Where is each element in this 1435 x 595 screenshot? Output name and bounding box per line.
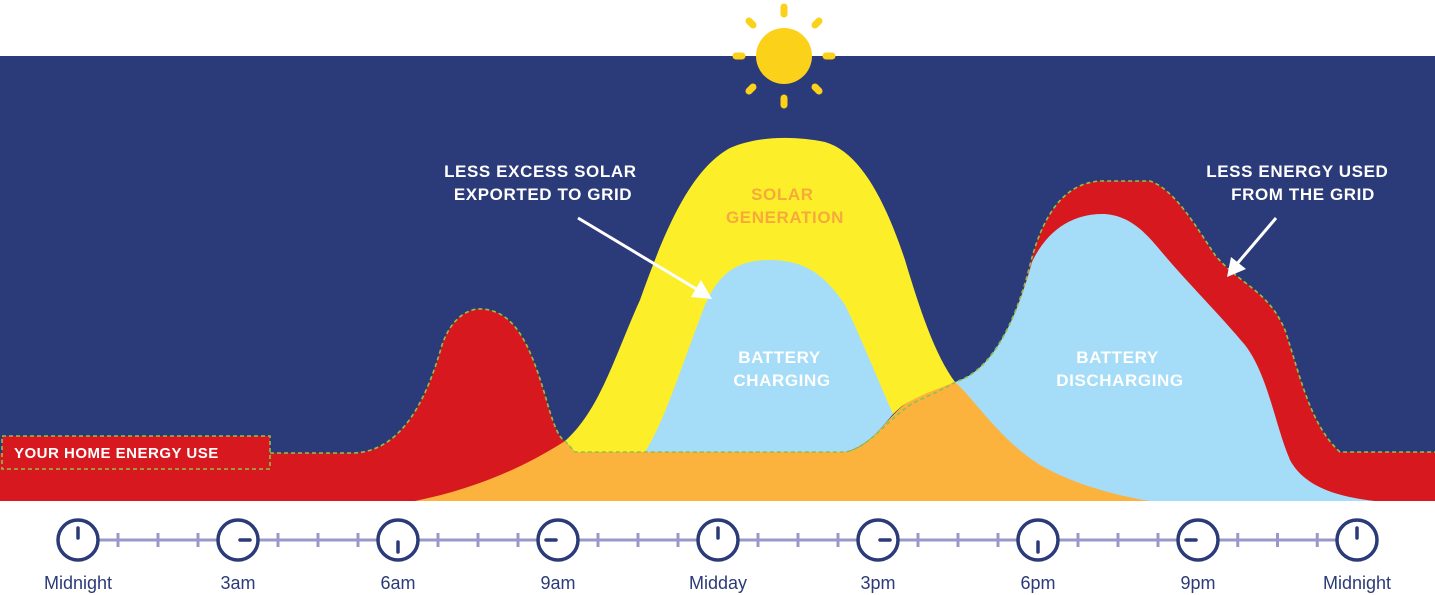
clock-icon — [1176, 518, 1220, 562]
clock-icon — [376, 518, 420, 562]
callout-arrow-solar — [577, 216, 712, 299]
battery-discharging-label: BATTERY DISCHARGING — [1056, 348, 1184, 390]
clock-icon — [56, 518, 100, 562]
time-label: Midday — [689, 573, 747, 593]
time-label: 9am — [540, 573, 575, 593]
less-energy-used-callout: LESS ENERGY USED FROM THE GRID — [1206, 162, 1394, 204]
battery-charging-label: BATTERY CHARGING — [733, 348, 830, 390]
time-label: 3am — [220, 573, 255, 593]
time-label: 6pm — [1020, 573, 1055, 593]
timeline: Midnight 3am 6am 9am Midday 3pm 6pm 9pm Midnight — [44, 518, 1391, 593]
clock-icon — [1016, 518, 1060, 562]
self-consumed-solar-area — [415, 382, 1150, 501]
time-label: 9pm — [1180, 573, 1215, 593]
home-energy-use-outline — [270, 180, 1435, 454]
battery-discharging-area — [955, 213, 1375, 501]
clock-icon — [856, 518, 900, 562]
clock-icon — [696, 518, 740, 562]
home-energy-use-label: YOUR HOME ENERGY USE — [14, 445, 219, 462]
solar-generation-label: SOLAR GENERATION — [726, 185, 844, 227]
home-energy-use-tag: YOUR HOME ENERGY USE — [1, 435, 271, 470]
clock-icon — [536, 518, 580, 562]
timeline-ticks — [116, 533, 1319, 547]
time-label: Midnight — [1323, 573, 1391, 593]
time-label: 6am — [380, 573, 415, 593]
timeline-labels: Midnight 3am 6am 9am Midday 3pm 6pm 9pm Midnight — [44, 573, 1391, 593]
clock-icon — [1335, 518, 1379, 562]
callout-arrow-grid — [1227, 217, 1278, 277]
time-label: 3pm — [860, 573, 895, 593]
clock-icon — [216, 518, 260, 562]
battery-charging-area — [645, 260, 893, 452]
sun-icon — [732, 3, 836, 109]
timeline-clocks — [56, 518, 1379, 562]
less-excess-solar-callout: LESS EXCESS SOLAR EXPORTED TO GRID — [444, 162, 642, 204]
time-label: Midnight — [44, 573, 112, 593]
